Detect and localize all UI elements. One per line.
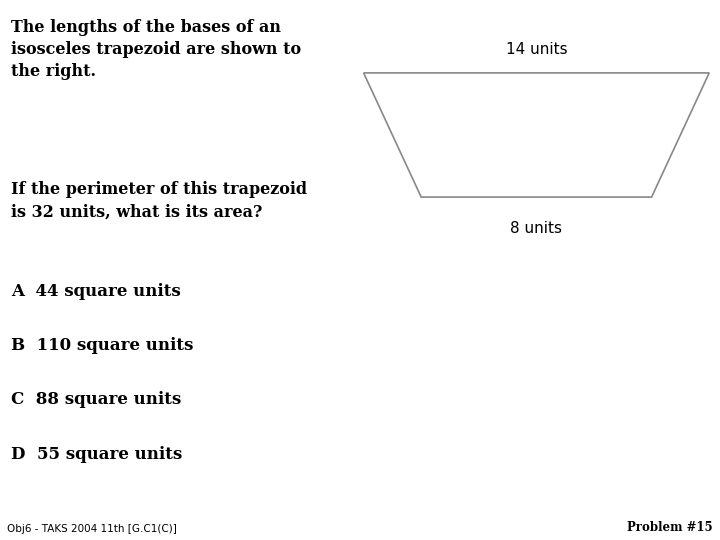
Text: 14 units: 14 units — [505, 42, 567, 57]
Text: The lengths of the bases of an
isosceles trapezoid are shown to
the right.: The lengths of the bases of an isosceles… — [11, 19, 301, 80]
Text: B  110 square units: B 110 square units — [11, 338, 193, 354]
Text: Obj6 - TAKS 2004 11th [G.C1(C)]: Obj6 - TAKS 2004 11th [G.C1(C)] — [7, 523, 177, 534]
Text: A  44 square units: A 44 square units — [11, 284, 181, 300]
Text: Problem #15: Problem #15 — [627, 521, 713, 534]
Text: D  55 square units: D 55 square units — [11, 446, 182, 462]
Text: C  88 square units: C 88 square units — [11, 392, 181, 408]
Text: If the perimeter of this trapezoid
is 32 units, what is its area?: If the perimeter of this trapezoid is 32… — [11, 181, 307, 220]
Text: 8 units: 8 units — [510, 221, 562, 237]
